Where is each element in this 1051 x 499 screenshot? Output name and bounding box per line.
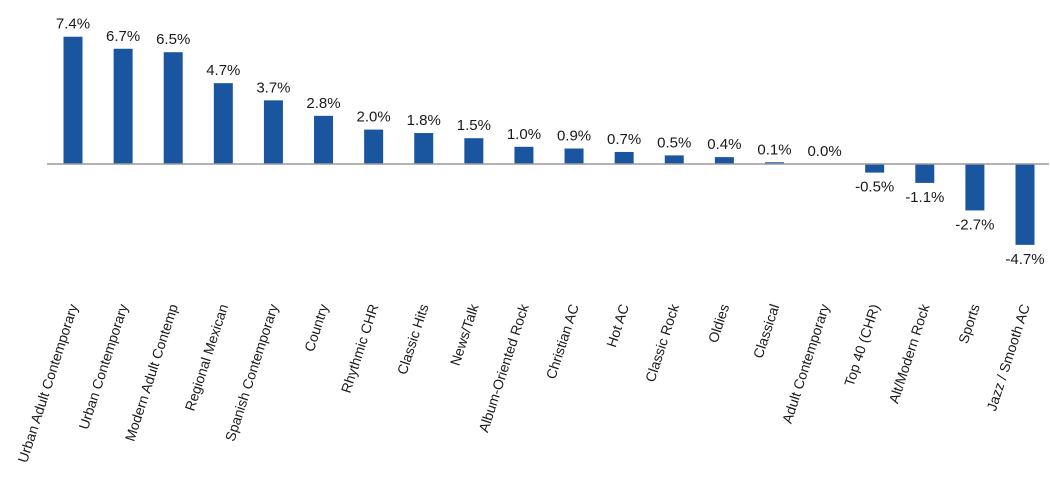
- bar: [1015, 164, 1035, 245]
- value-label: 1.0%: [507, 126, 541, 143]
- value-label: 6.7%: [106, 28, 140, 45]
- value-label: 2.8%: [306, 95, 340, 112]
- value-label: 6.5%: [156, 31, 190, 48]
- bar: [865, 164, 885, 173]
- bar: [915, 164, 935, 183]
- bar: [464, 138, 484, 164]
- category-label: Country: [301, 302, 331, 354]
- value-label: -0.5%: [855, 179, 894, 196]
- category-label: Classic Hits: [394, 302, 432, 376]
- value-label: 7.4%: [56, 16, 90, 33]
- bar: [414, 133, 434, 164]
- value-label: -4.7%: [1005, 251, 1044, 268]
- bar: [564, 148, 584, 164]
- bar: [965, 164, 985, 211]
- value-label: 1.8%: [407, 112, 441, 129]
- category-label: Album-Oriented Rock: [475, 301, 532, 434]
- value-label: 3.7%: [256, 79, 290, 96]
- category-label: News/Talk: [447, 301, 482, 368]
- value-labels-group: 7.4% 6.7% 6.5% 4.7% 3.7% 2.8% 2.0% 1.8% 1.5% 1.0%…: [56, 16, 1045, 268]
- bar: [314, 115, 334, 164]
- bar: [664, 155, 684, 164]
- bar: [614, 151, 634, 164]
- category-label: Top 40 (CHR): [841, 302, 883, 388]
- bar: [263, 100, 283, 164]
- value-label: 0.5%: [657, 134, 691, 151]
- bar: [714, 157, 734, 164]
- bar: [113, 48, 133, 165]
- category-label: Classic Rock: [642, 301, 683, 384]
- bar: [213, 83, 233, 164]
- bar: [163, 52, 183, 165]
- category-label: Adult Contemporary: [779, 302, 833, 425]
- category-label: Christian AC: [543, 302, 582, 381]
- category-label: Rhythmic CHR: [338, 302, 382, 395]
- category-label: Modern Adult Contemp: [122, 302, 182, 443]
- value-label: 0.1%: [757, 141, 791, 158]
- category-label: Regional Mexican: [182, 302, 232, 413]
- category-label: Alt/Modern Rock: [885, 301, 933, 405]
- category-label: Urban Adult Contemporary: [14, 302, 80, 465]
- value-label: 0.7%: [607, 131, 641, 148]
- category-label: Urban Contemporary: [75, 302, 131, 431]
- category-label: Jazz / Smooth AC: [983, 302, 1033, 413]
- value-label: 4.7%: [206, 62, 240, 79]
- value-label: 0.9%: [557, 128, 591, 145]
- value-label: 1.5%: [457, 117, 491, 134]
- bar: [764, 162, 784, 164]
- category-label: Hot AC: [603, 302, 632, 349]
- value-label: -2.7%: [955, 216, 994, 233]
- category-label: Oldies: [705, 302, 732, 345]
- value-label: -1.1%: [905, 189, 944, 206]
- bar: [514, 146, 534, 164]
- category-label: Classical: [750, 302, 783, 360]
- value-label: 0.0%: [807, 143, 841, 160]
- category-label: Sports: [955, 302, 983, 345]
- bar: [63, 36, 83, 164]
- category-label: Spanish Contemporary: [222, 302, 281, 443]
- bars-group: [63, 36, 1035, 245]
- value-label: 2.0%: [357, 109, 391, 126]
- bar: [364, 129, 384, 164]
- value-label: 0.4%: [707, 136, 741, 153]
